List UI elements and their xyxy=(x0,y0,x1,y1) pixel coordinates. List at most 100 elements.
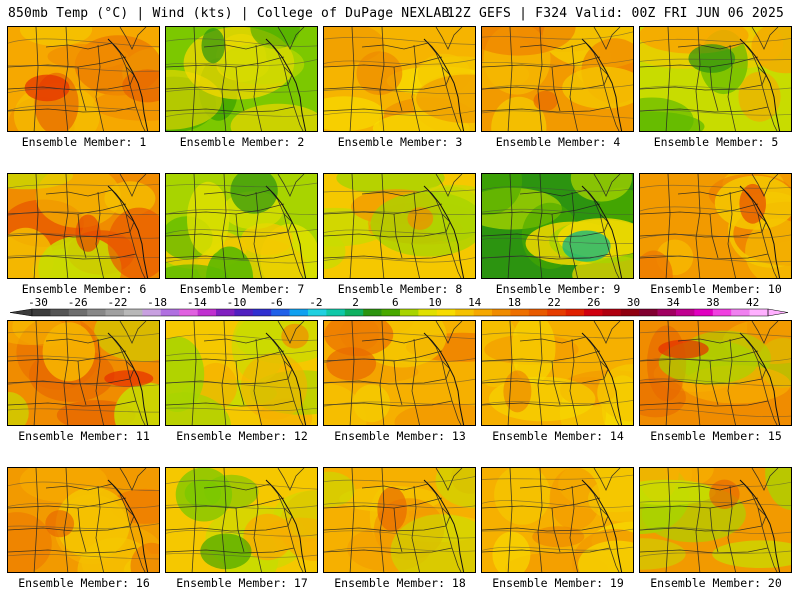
colorbar-tick-label: 14 xyxy=(468,296,482,309)
temperature-map xyxy=(640,468,791,572)
temperature-map xyxy=(482,27,633,131)
colorbar-segment xyxy=(620,309,640,316)
chart-title: 850mb Temp (°C) | Wind (kts) | College o… xyxy=(8,6,450,21)
temperature-map xyxy=(482,321,633,425)
colorbar-segment xyxy=(87,309,106,316)
colorbar-segment xyxy=(289,309,309,316)
temperature-map xyxy=(324,174,475,278)
ensemble-map-panel xyxy=(7,320,160,426)
colorbar-segment xyxy=(528,309,548,316)
ensemble-map-panel xyxy=(7,467,160,573)
colorbar-segment xyxy=(68,309,88,316)
ensemble-map-panel xyxy=(639,173,792,279)
member-label: Ensemble Member: 11 xyxy=(18,429,150,443)
colorbar-segment xyxy=(602,309,622,316)
colorbar-max-arrow xyxy=(767,308,789,317)
colorbar-segment xyxy=(473,309,493,316)
colorbar-tick-label: 38 xyxy=(706,296,719,309)
run-info: 12Z GEFS | F324 Valid: 00Z FRI JUN 06 20… xyxy=(446,6,784,21)
colorbar-segment xyxy=(363,309,382,316)
colorbar-segment xyxy=(160,309,180,316)
colorbar-segment xyxy=(308,309,327,316)
colorbar-tick-label: -26 xyxy=(68,296,88,309)
colorbar-tick-label: -10 xyxy=(227,296,247,309)
ensemble-map-panel xyxy=(323,173,476,279)
member-label: Ensemble Member: 20 xyxy=(650,576,782,590)
colorbar-segment xyxy=(216,309,235,316)
temperature-map xyxy=(8,468,159,572)
temperature-map xyxy=(166,174,317,278)
colorbar-segment xyxy=(400,309,419,316)
ensemble-map-panel xyxy=(323,26,476,132)
colorbar-segment xyxy=(344,309,364,316)
member-label: Ensemble Member: 2 xyxy=(179,135,305,149)
colorbar-segment xyxy=(565,309,585,316)
ensemble-map-panel xyxy=(165,320,318,426)
colorbar-tick-label: 22 xyxy=(547,296,560,309)
colorbar-segment xyxy=(326,309,346,316)
colorbar-segment xyxy=(455,309,474,316)
colorbar-segment xyxy=(694,309,714,316)
colorbar-segment xyxy=(105,309,125,316)
member-label: Ensemble Member: 7 xyxy=(179,282,305,296)
temperature-map xyxy=(8,27,159,131)
colorbar-segment xyxy=(676,309,695,316)
colorbar-tick-label: 2 xyxy=(352,296,359,309)
colorbar-tick-label: -18 xyxy=(147,296,167,309)
temperature-map xyxy=(166,27,317,131)
member-label: Ensemble Member: 10 xyxy=(650,282,782,296)
colorbar-tick-label: 10 xyxy=(428,296,441,309)
colorbar-tick-label: -30 xyxy=(28,296,48,309)
colorbar-tick-label: -14 xyxy=(187,296,207,309)
ensemble-map-panel xyxy=(165,467,318,573)
colorbar-tick-label: 30 xyxy=(627,296,640,309)
temperature-map xyxy=(324,321,475,425)
ensemble-map-panel xyxy=(639,467,792,573)
ensemble-map-panel xyxy=(165,173,318,279)
member-label: Ensemble Member: 15 xyxy=(650,429,782,443)
colorbar-segment xyxy=(492,309,511,316)
member-label: Ensemble Member: 14 xyxy=(492,429,624,443)
member-label: Ensemble Member: 13 xyxy=(334,429,466,443)
temperature-colorbar: -30 -26 -22 -18 -14 -10 -6 -2 2 6 10 14 18 22 26 30 34 38… xyxy=(9,296,789,317)
colorbar-segment xyxy=(657,309,677,316)
ensemble-map-panel xyxy=(7,173,160,279)
ensemble-map-panel xyxy=(481,26,634,132)
colorbar-tick-label: 26 xyxy=(587,296,600,309)
temperature-map xyxy=(640,174,791,278)
temperature-map xyxy=(324,27,475,131)
colorbar-segment xyxy=(418,309,438,316)
member-label: Ensemble Member: 18 xyxy=(334,576,466,590)
colorbar-segment xyxy=(639,309,658,316)
temperature-map xyxy=(8,174,159,278)
temperature-map xyxy=(166,468,317,572)
colorbar-segment xyxy=(436,309,456,316)
colorbar-segment xyxy=(197,309,217,316)
colorbar-segment xyxy=(731,309,750,316)
colorbar-segment xyxy=(32,309,51,316)
colorbar-segment xyxy=(179,309,198,316)
ensemble-map-panel xyxy=(481,173,634,279)
ensemble-map-panel xyxy=(481,467,634,573)
ensemble-map-panel xyxy=(7,26,160,132)
member-label: Ensemble Member: 17 xyxy=(176,576,308,590)
member-label: Ensemble Member: 19 xyxy=(492,576,624,590)
colorbar-min-arrow xyxy=(9,308,33,317)
colorbar-segment xyxy=(510,309,530,316)
colorbar-tick-label: -6 xyxy=(270,296,283,309)
colorbar-tick-label: 34 xyxy=(667,296,681,309)
colorbar-tick-label: 6 xyxy=(392,296,399,309)
temperature-map xyxy=(324,468,475,572)
member-label: Ensemble Member: 5 xyxy=(653,135,779,149)
colorbar-segment xyxy=(547,309,566,316)
colorbar-tick-label: -22 xyxy=(107,296,127,309)
member-label: Ensemble Member: 4 xyxy=(495,135,621,149)
temperature-map xyxy=(482,468,633,572)
temperature-map xyxy=(640,27,791,131)
colorbar-segment xyxy=(271,309,290,316)
colorbar-tick-label: 18 xyxy=(508,296,521,309)
member-label: Ensemble Member: 9 xyxy=(495,282,621,296)
colorbar-segment xyxy=(234,309,254,316)
member-label: Ensemble Member: 1 xyxy=(21,135,147,149)
colorbar-segment xyxy=(381,309,401,316)
